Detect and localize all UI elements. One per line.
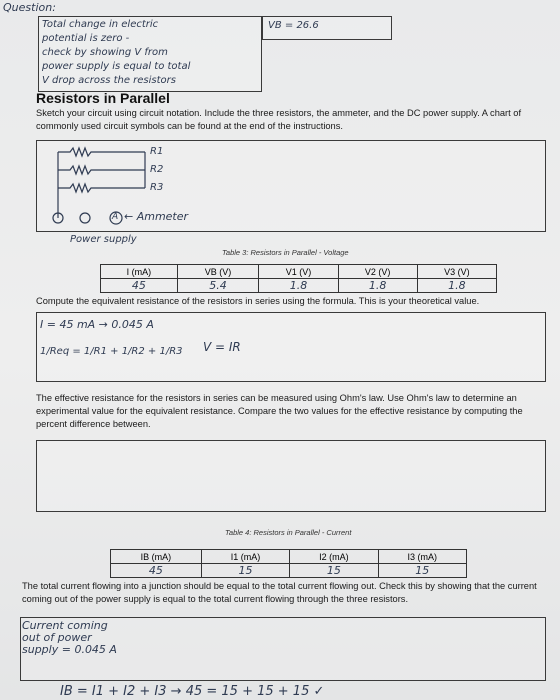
table-header: IB (mA): [110, 549, 202, 564]
question-text: Total change in electric potential is ze…: [42, 18, 190, 88]
circuit-drawing: [52, 146, 146, 225]
table-header: I2 (mA): [289, 549, 379, 564]
ammeter-symbol: A: [112, 212, 119, 222]
current-table: IB (mA) I1 (mA) I2 (mA) I3 (mA) 45 15 15…: [110, 549, 468, 578]
table-cell: 45: [110, 563, 202, 578]
ammeter-label: ← Ammeter: [124, 210, 189, 223]
resistor-label: R3: [150, 182, 164, 193]
compute-work: 1/Req = 1/R1 + 1/R2 + 1/R3: [40, 346, 183, 357]
vb-note: VB = 26.6: [268, 20, 319, 31]
table-caption: Table 3: Resistors in Parallel - Voltage: [222, 248, 349, 257]
table-header: VB (V): [176, 264, 260, 279]
resistor-label: R2: [150, 164, 164, 175]
table-cell: 1.8: [416, 278, 498, 293]
table-header: V2 (V): [337, 264, 418, 279]
junction-line: supply = 0.045 A: [22, 643, 117, 656]
instructions: Sketch your circuit using circuit notati…: [36, 108, 522, 131]
resistor-label: R1: [150, 146, 164, 157]
question-line: potential is zero -: [42, 33, 130, 44]
question-line: V drop across the resistors: [42, 75, 176, 86]
table-header: I (mA): [100, 264, 178, 279]
effective-box: [36, 440, 546, 512]
effective-prompt: The effective resistance for the resisto…: [36, 393, 523, 429]
table-cell: 1.8: [337, 278, 418, 293]
section-title: Resistors in Parallel: [36, 90, 170, 106]
compute-work: I = 45 mA → 0.045 A: [40, 318, 154, 331]
table-cell: 15: [377, 563, 468, 578]
compute-prompt: Compute the equivalent resistance of the…: [36, 296, 480, 306]
table-header: V3 (V): [416, 264, 498, 279]
circuit-box: [36, 140, 546, 232]
junction-prompt: The total current flowing into a junctio…: [22, 581, 537, 604]
table-header: V1 (V): [258, 264, 339, 279]
question-label: Question:: [3, 1, 56, 14]
junction-equation: IB = I1 + I2 + I3 → 45 = 15 + 15 + 15 ✓: [60, 684, 325, 699]
table-cell: 15: [200, 563, 291, 578]
table-header: I1 (mA): [200, 549, 291, 564]
power-supply-label: Power supply: [70, 234, 137, 245]
table-cell: 45: [100, 278, 178, 293]
junction-line: Current coming: [22, 619, 108, 632]
table-cell: 15: [289, 563, 379, 578]
compute-box: [36, 312, 546, 382]
question-line: Total change in electric: [42, 19, 159, 30]
question-box: [38, 16, 262, 92]
vb-box: [262, 16, 392, 40]
voltage-table: I (mA) VB (V) V1 (V) V2 (V) V3 (V) 45 5.…: [100, 264, 498, 293]
table-caption: Table 4: Resistors in Parallel - Current: [225, 528, 352, 537]
compute-work: V = IR: [203, 340, 241, 354]
junction-line: out of power: [22, 631, 92, 644]
question-line: check by showing V from: [42, 47, 168, 58]
junction-work: Current coming out of power supply = 0.0…: [22, 620, 117, 656]
table-header: I3 (mA): [377, 549, 468, 564]
table-cell: 1.8: [258, 278, 339, 293]
table-cell: 5.4: [176, 278, 260, 293]
junction-box: [20, 617, 546, 681]
question-line: power supply is equal to total: [42, 61, 191, 72]
